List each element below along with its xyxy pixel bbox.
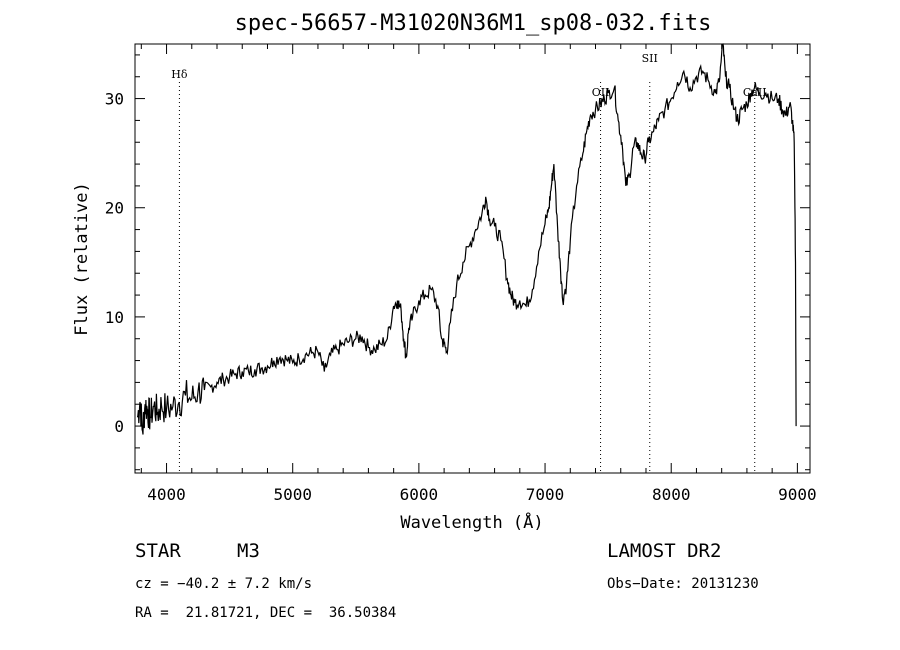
x-tick-label: 5000 [273, 485, 312, 504]
marker-label: SII [642, 52, 658, 65]
x-tick-label: 8000 [652, 485, 691, 504]
marker-label: Hδ [171, 68, 188, 81]
x-tick-label: 6000 [400, 485, 439, 504]
object-class: STAR [135, 540, 181, 562]
survey-name: LAMOST DR2 [607, 540, 722, 562]
marker-label: OII [592, 86, 610, 99]
plot-frame [134, 43, 811, 474]
spectrum-series-line [136, 43, 797, 435]
redshift-cz: cz = −40.2 ± 7.2 km/s [135, 576, 313, 592]
y-tick-label: 30 [105, 90, 124, 109]
y-tick-label: 0 [114, 417, 124, 436]
y-axis-label: Flux (relative) [72, 182, 92, 336]
ra-dec-coordinates: RA = 21.81721, DEC = 36.50384 [135, 605, 397, 621]
y-tick-label: 20 [105, 199, 124, 218]
x-tick-label: 9000 [778, 485, 817, 504]
object-subclass: M3 [237, 540, 260, 562]
observation-date: Obs−Date: 20131230 [607, 576, 759, 592]
x-axis-label: Wavelength (Å) [400, 511, 543, 533]
x-tick-label: 7000 [526, 485, 565, 504]
x-tick-label: 4000 [147, 485, 186, 504]
chart-title: spec-56657-M31020N36M1_sp08-032.fits [235, 11, 712, 36]
y-tick-label: 10 [105, 308, 124, 327]
axis-ticks: 4000 5000 6000 7000 8000 9000 0 10 20 30 [105, 44, 817, 504]
